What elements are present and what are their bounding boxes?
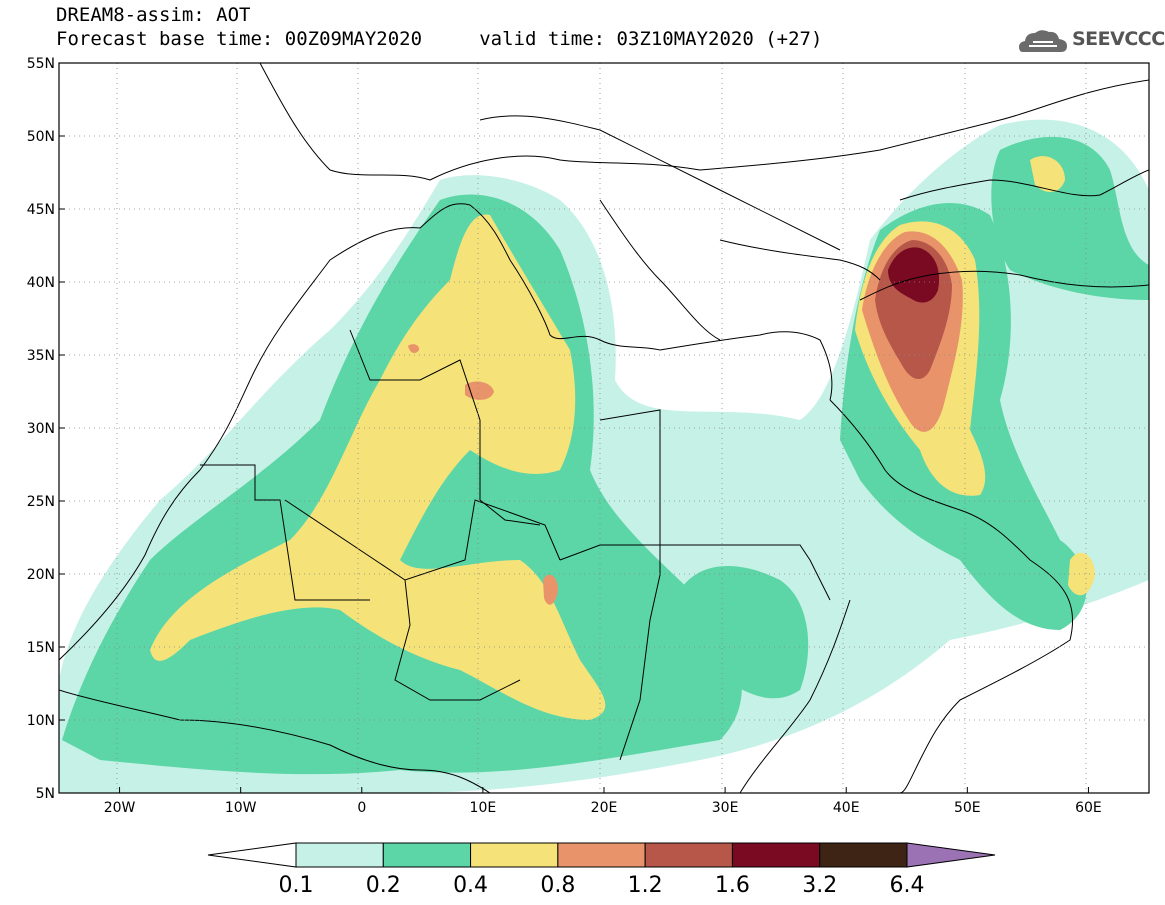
lon-tick-label: 20W bbox=[104, 800, 136, 816]
colorbar-swatch bbox=[557, 842, 646, 868]
longitude-axis: 20W 10W 0 10E 20E 30E 40E 50E 60E bbox=[104, 787, 1102, 816]
lat-tick-label: 10N bbox=[27, 713, 55, 729]
forecast-times: Forecast base time: 00Z09MAY2020 valid t… bbox=[56, 28, 823, 50]
colorbar-swatch bbox=[644, 842, 733, 868]
lat-tick-label: 40N bbox=[27, 275, 55, 291]
cloud-icon bbox=[1019, 30, 1067, 52]
lon-tick-label: 40E bbox=[833, 800, 860, 816]
logo-text: SEEVCCC bbox=[1072, 28, 1165, 50]
lat-tick-label: 35N bbox=[27, 348, 55, 364]
colorbar-label: 3.2 bbox=[802, 873, 837, 898]
colorbar-label: 0.1 bbox=[279, 873, 314, 898]
map-title: DREAM8-assim: AOT bbox=[56, 4, 251, 26]
colorbar-swatch bbox=[819, 842, 908, 868]
graticule bbox=[59, 63, 1149, 793]
lat-tick-label: 5N bbox=[36, 786, 55, 802]
colorbar-label: 1.6 bbox=[715, 873, 750, 898]
lon-tick-label: 20E bbox=[591, 800, 618, 816]
latitude-axis: 5N 10N 15N 20N 25N 30N 35N 40N 45N 50N 55N bbox=[27, 56, 65, 802]
aot-field bbox=[59, 119, 1149, 793]
colorbar-swatch bbox=[470, 842, 559, 868]
lat-tick-label: 50N bbox=[27, 129, 55, 145]
colorbar-swatch bbox=[731, 842, 821, 868]
lat-tick-label: 55N bbox=[27, 56, 55, 72]
colorbar-label: 6.4 bbox=[890, 873, 925, 898]
colorbar-label: 1.2 bbox=[628, 873, 663, 898]
lat-tick-label: 20N bbox=[27, 567, 55, 583]
lat-tick-label: 45N bbox=[27, 202, 55, 218]
colorbar-swatch bbox=[382, 842, 472, 868]
lat-tick-label: 25N bbox=[27, 494, 55, 510]
lat-tick-label: 15N bbox=[27, 640, 55, 656]
lon-tick-label: 0 bbox=[357, 800, 366, 816]
lon-tick-label: 30E bbox=[712, 800, 739, 816]
colorbar-swatch bbox=[295, 842, 384, 868]
colorbar-label: 0.4 bbox=[453, 873, 488, 898]
lon-tick-label: 50E bbox=[954, 800, 981, 816]
lat-tick-label: 30N bbox=[27, 421, 55, 437]
lon-tick-label: 60E bbox=[1075, 800, 1102, 816]
colorbar-under-arrow bbox=[207, 842, 297, 868]
colorbar-label: 0.2 bbox=[366, 873, 401, 898]
lon-tick-label: 10W bbox=[225, 800, 257, 816]
lon-tick-label: 10E bbox=[470, 800, 497, 816]
colorbar-label: 0.8 bbox=[540, 873, 575, 898]
coastlines-and-borders bbox=[59, 63, 1149, 793]
colorbar-over-arrow bbox=[906, 842, 996, 868]
